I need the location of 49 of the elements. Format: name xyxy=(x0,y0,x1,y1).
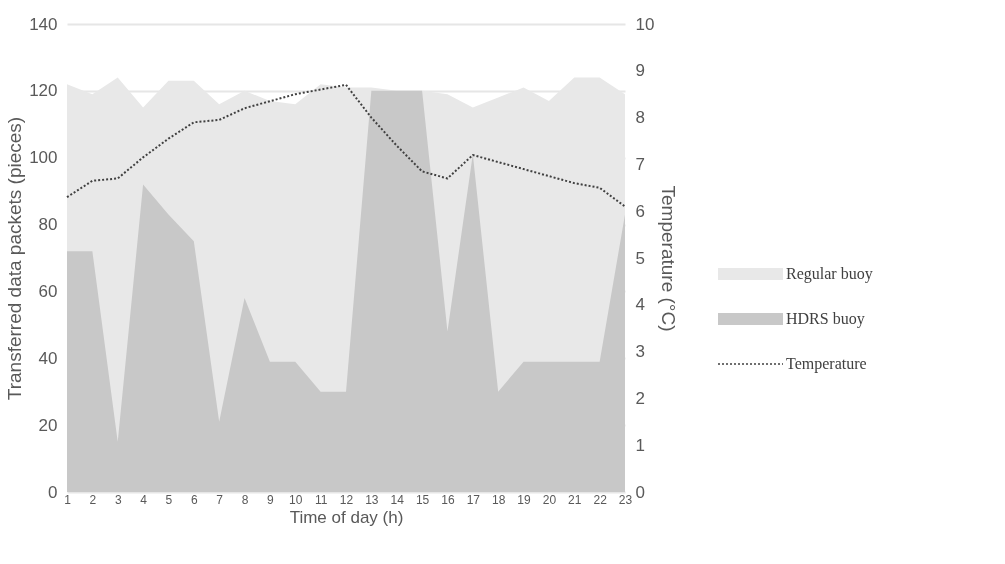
y2-tick-label: 8 xyxy=(635,108,645,128)
y2-tick-label: 2 xyxy=(635,388,645,408)
x-tick-label: 17 xyxy=(466,492,481,507)
legend-label: Temperature xyxy=(786,355,867,373)
x-tick-label: 23 xyxy=(618,492,633,507)
x-tick-label: 15 xyxy=(415,492,430,507)
x-tick-label: 9 xyxy=(267,492,275,507)
y2-tick-label: 3 xyxy=(635,342,645,362)
x-tick-label: 16 xyxy=(441,492,455,507)
legend-label: Regular buoy xyxy=(786,265,873,283)
x-tick-label: 1 xyxy=(64,492,72,507)
y-tick-label: 140 xyxy=(29,14,58,34)
legend-label: HDRS buoy xyxy=(786,310,865,328)
y-tick-label: 80 xyxy=(38,215,58,235)
y2-tick-label: 7 xyxy=(635,154,645,174)
x-tick-label: 3 xyxy=(114,492,122,507)
x-tick-label: 20 xyxy=(542,492,557,507)
y2-tick-label: 0 xyxy=(635,482,645,502)
y2-tick-label: 5 xyxy=(635,248,645,268)
y-tick-label: 60 xyxy=(38,281,58,301)
y-tick-label: 120 xyxy=(29,81,58,101)
line-series xyxy=(66,83,626,208)
y-axis-title: Transferred data packets (pieces) xyxy=(4,116,26,401)
x-tick-label: 2 xyxy=(89,492,97,507)
y2-tick-label: 6 xyxy=(635,201,645,221)
y2-tick-label: 4 xyxy=(635,295,645,315)
x-tick-label: 10 xyxy=(289,492,303,507)
y2-tick-label: 9 xyxy=(635,61,645,81)
y2-axis-title: Temperature (°C) xyxy=(658,185,680,332)
x-tick-label: 8 xyxy=(241,492,249,507)
y2-tick-label: 10 xyxy=(635,14,655,34)
x-tick-label: 4 xyxy=(140,492,148,507)
x-tick-label: 6 xyxy=(190,492,198,507)
y-tick-label: 0 xyxy=(48,482,58,502)
x-tick-label: 12 xyxy=(339,492,354,507)
x-tick-label: 5 xyxy=(165,492,173,507)
y-tick-label: 20 xyxy=(38,415,58,435)
y2-tick-label: 1 xyxy=(635,435,645,455)
y-tick-label: 40 xyxy=(38,348,58,368)
x-tick-label: 14 xyxy=(390,492,405,507)
x-tick-label: 22 xyxy=(593,492,608,507)
x-tick-label: 21 xyxy=(568,492,582,507)
x-tick-label: 7 xyxy=(216,492,224,507)
x-tick-label: 13 xyxy=(365,492,379,507)
x-axis-title: Time of day (h) xyxy=(289,507,404,527)
x-tick-label: 18 xyxy=(492,492,506,507)
x-tick-label: 19 xyxy=(517,492,532,507)
y-tick-label: 100 xyxy=(29,148,58,168)
x-tick-label: 11 xyxy=(314,492,328,507)
